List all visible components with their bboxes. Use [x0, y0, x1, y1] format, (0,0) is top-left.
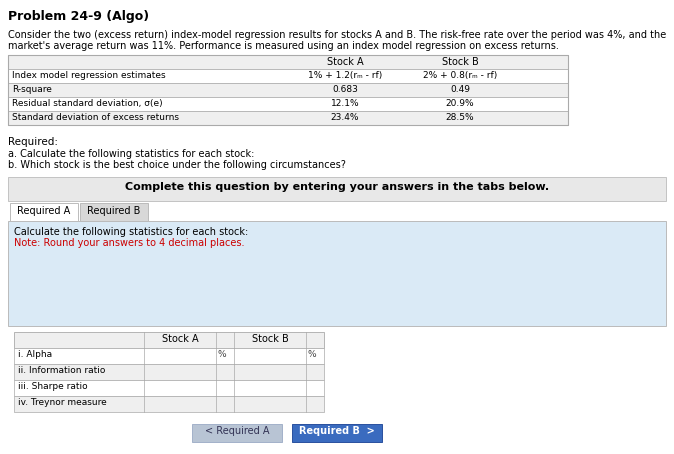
Text: Required B: Required B: [88, 206, 141, 216]
Text: market's average return was 11%. Performance is measured using an index model re: market's average return was 11%. Perform…: [8, 41, 559, 51]
Text: Stock A: Stock A: [327, 57, 363, 67]
Text: 28.5%: 28.5%: [446, 113, 474, 122]
Text: < Required A: < Required A: [205, 426, 269, 436]
Bar: [8, 55, 568, 125]
Text: ii. Information ratio: ii. Information ratio: [18, 366, 105, 375]
Text: Note: Round your answers to 4 decimal places.: Note: Round your answers to 4 decimal pl…: [14, 238, 245, 248]
Bar: [8, 97, 568, 111]
Bar: [292, 424, 382, 442]
Text: Calculate the following statistics for each stock:: Calculate the following statistics for e…: [14, 227, 248, 237]
Bar: [14, 396, 324, 412]
Bar: [8, 177, 666, 201]
Bar: [10, 203, 78, 221]
Bar: [14, 348, 324, 364]
Bar: [14, 380, 324, 396]
Text: 20.9%: 20.9%: [446, 99, 474, 108]
Bar: [14, 332, 324, 348]
Text: i. Alpha: i. Alpha: [18, 350, 52, 359]
Text: 12.1%: 12.1%: [331, 99, 359, 108]
Text: iii. Sharpe ratio: iii. Sharpe ratio: [18, 382, 88, 391]
Bar: [8, 221, 666, 326]
Text: Stock B: Stock B: [251, 334, 288, 344]
Text: Required B  >: Required B >: [299, 426, 375, 436]
Bar: [8, 55, 568, 69]
Text: 2% + 0.8(rₘ - rf): 2% + 0.8(rₘ - rf): [423, 71, 497, 80]
Bar: [14, 364, 324, 380]
Bar: [192, 424, 282, 442]
Text: a. Calculate the following statistics for each stock:: a. Calculate the following statistics fo…: [8, 149, 254, 159]
Text: iv. Treynor measure: iv. Treynor measure: [18, 398, 106, 407]
Text: %: %: [308, 350, 317, 359]
Text: Index model regression estimates: Index model regression estimates: [12, 71, 166, 80]
Text: 1% + 1.2(rₘ - rf): 1% + 1.2(rₘ - rf): [308, 71, 382, 80]
Bar: [80, 203, 148, 221]
Text: b. Which stock is the best choice under the following circumstances?: b. Which stock is the best choice under …: [8, 160, 346, 170]
Text: 0.683: 0.683: [332, 85, 358, 94]
Text: 0.49: 0.49: [450, 85, 470, 94]
Text: Required A: Required A: [18, 206, 71, 216]
Text: Residual standard deviation, σ(e): Residual standard deviation, σ(e): [12, 99, 162, 108]
Text: R-square: R-square: [12, 85, 52, 94]
Text: Consider the two (excess return) index-model regression results for stocks A and: Consider the two (excess return) index-m…: [8, 30, 667, 40]
Text: Problem 24-9 (Algo): Problem 24-9 (Algo): [8, 10, 149, 23]
Text: Complete this question by entering your answers in the tabs below.: Complete this question by entering your …: [125, 182, 549, 192]
Bar: [8, 69, 568, 83]
Text: %: %: [218, 350, 226, 359]
Bar: [8, 111, 568, 125]
Text: Standard deviation of excess returns: Standard deviation of excess returns: [12, 113, 179, 122]
Bar: [8, 83, 568, 97]
Text: 23.4%: 23.4%: [331, 113, 359, 122]
Text: Required:: Required:: [8, 137, 58, 147]
Text: Stock B: Stock B: [441, 57, 479, 67]
Text: Stock A: Stock A: [162, 334, 198, 344]
